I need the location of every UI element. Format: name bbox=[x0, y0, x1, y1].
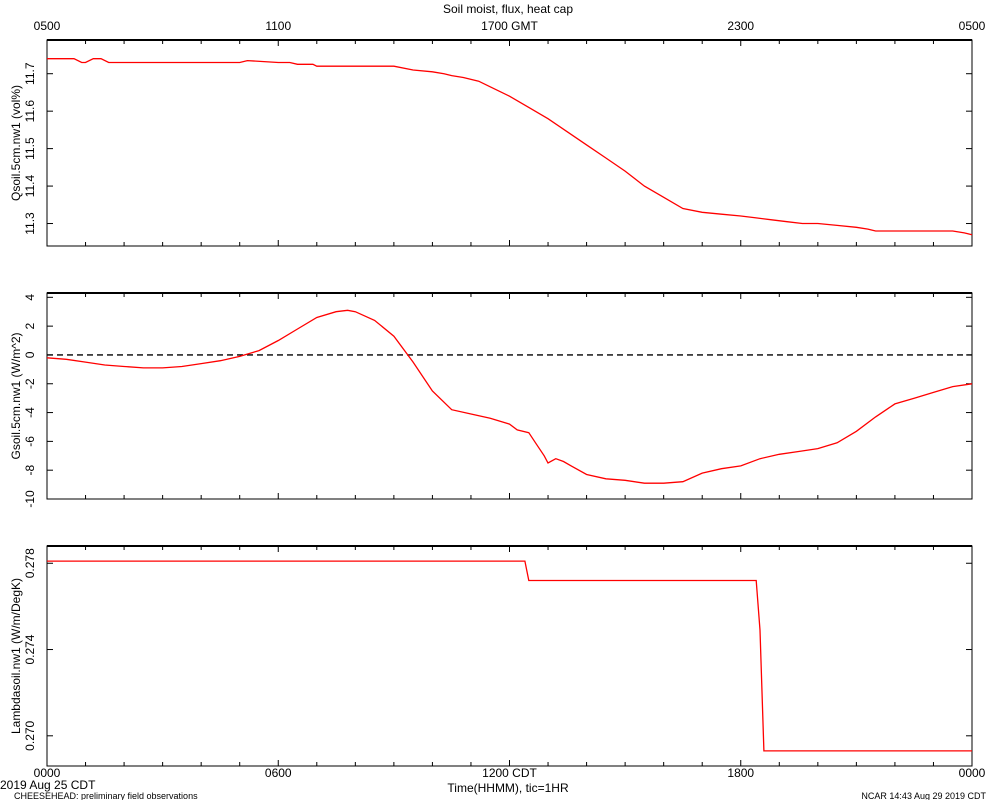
y-tick-label: -2 bbox=[23, 378, 37, 389]
y-axis-title: Lambdasoil.nw1 (W/m/DegK) bbox=[9, 578, 23, 734]
bottom-time-axis: 0000 0600 1200 CDT 1800 0000 bbox=[34, 766, 986, 780]
y-tick-label: 11.6 bbox=[23, 100, 37, 123]
top-time-axis: 0500 1100 1700 GMT 2300 0500 bbox=[34, 19, 986, 33]
top-tick-label: 1100 bbox=[265, 19, 291, 33]
top-tick-label: 0500 bbox=[34, 19, 61, 33]
y-tick-label: 11.5 bbox=[23, 137, 37, 160]
bottom-tick-label: 0600 bbox=[265, 766, 292, 780]
y-tick-label: -10 bbox=[23, 490, 37, 508]
footer-project: CHEESEHEAD: preliminary field observatio… bbox=[14, 791, 198, 800]
top-tick-label: 0500 bbox=[959, 19, 986, 33]
chart-title: Soil moist, flux, heat cap bbox=[443, 2, 573, 16]
top-tick-label: 1700 GMT bbox=[481, 19, 538, 33]
plot-frame bbox=[46, 292, 973, 500]
y-tick-label: 11.4 bbox=[23, 175, 37, 198]
footer-date: 2019 Aug 25 CDT bbox=[0, 778, 96, 792]
y-tick-label: 0 bbox=[23, 351, 37, 358]
bottom-tick-label: 1200 CDT bbox=[482, 766, 537, 780]
bottom-tick-label: 0000 bbox=[959, 766, 986, 780]
y-tick-label: -8 bbox=[23, 465, 37, 476]
series-line bbox=[47, 58, 973, 236]
y-axis-title: Qsoil.5cm.nw1 (vol%) bbox=[9, 85, 23, 201]
footer-credit: NCAR 14:43 Aug 29 2019 CDT bbox=[861, 791, 986, 800]
y-tick-label: 0.270 bbox=[23, 720, 37, 750]
y-tick-label: 0.278 bbox=[23, 548, 37, 578]
y-axis-title: Gsoil.5cm.nw1 (W/m^2) bbox=[9, 333, 23, 460]
y-tick-label: 4 bbox=[23, 294, 37, 301]
series-line bbox=[46, 309, 973, 484]
y-tick-label: 11.3 bbox=[23, 212, 37, 235]
plot-frame bbox=[46, 545, 973, 767]
plot-frame bbox=[46, 39, 973, 247]
y-tick-label: 2 bbox=[23, 322, 37, 329]
bottom-tick-label: 1800 bbox=[727, 766, 754, 780]
y-tick-label: -4 bbox=[23, 407, 37, 418]
y-tick-label: 11.7 bbox=[23, 62, 37, 85]
top-tick-label: 2300 bbox=[727, 19, 754, 33]
bottom-tick-label: 0000 bbox=[34, 766, 61, 780]
series-line bbox=[47, 560, 972, 752]
panel-soil-heat-flux: -10 -8 -6 -4 -2 0 2 4 Gsoil.5cm.nw1 (W/m^2) bbox=[9, 292, 973, 508]
y-tick-label: -6 bbox=[23, 436, 37, 447]
y-tick-label: 0.274 bbox=[23, 634, 37, 664]
x-axis-label: Time(HHMM), tic=1HR bbox=[447, 781, 569, 795]
